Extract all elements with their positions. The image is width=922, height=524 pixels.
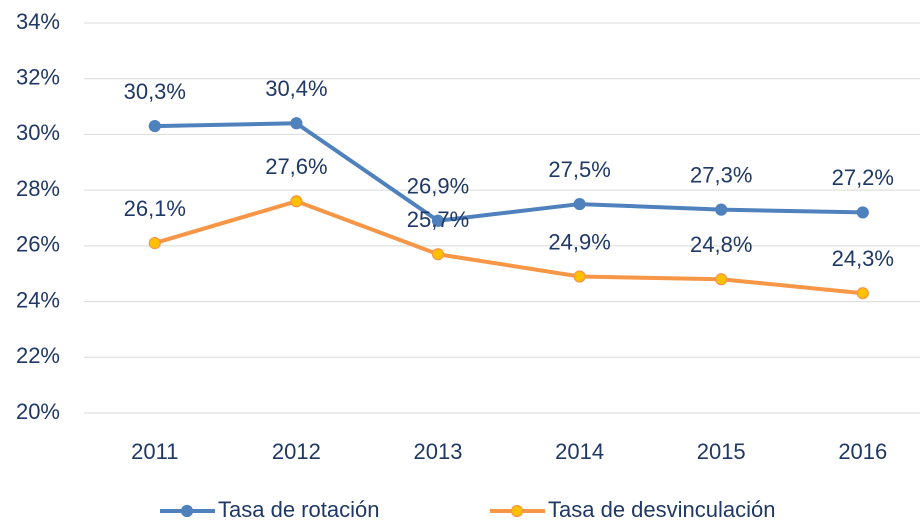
- data-label: 27,3%: [690, 162, 752, 187]
- y-tick-label: 32%: [16, 65, 60, 90]
- x-tick-label: 2012: [272, 439, 321, 464]
- x-tick-label: 2015: [697, 439, 746, 464]
- marker: [148, 119, 161, 133]
- marker: [715, 273, 728, 286]
- data-label: 25,7%: [407, 207, 469, 232]
- marker: [856, 206, 869, 219]
- x-tick-label: 2013: [414, 439, 463, 464]
- data-label: 24,8%: [690, 232, 752, 257]
- y-tick-label: 20%: [16, 399, 60, 424]
- y-tick-label: 34%: [16, 9, 60, 34]
- data-label: 24,9%: [548, 229, 610, 254]
- series-line: [154, 199, 863, 296]
- data-label: 26,1%: [124, 196, 186, 221]
- marker: [431, 214, 445, 227]
- data-label: 27,5%: [548, 157, 610, 182]
- x-tick-label: 2011: [131, 439, 178, 464]
- y-tick-label: 30%: [16, 120, 60, 145]
- marker: [290, 195, 303, 208]
- marker: [573, 197, 586, 211]
- series-line: [154, 121, 863, 223]
- data-label: 30,4%: [265, 76, 327, 101]
- legend-label: Tasa de desvinculación: [548, 497, 775, 522]
- y-tick-label: 24%: [16, 287, 60, 312]
- data-label: 24,3%: [832, 246, 894, 271]
- data-label: 27,2%: [832, 165, 894, 190]
- y-tick-label: 22%: [16, 343, 60, 368]
- y-tick-label: 28%: [16, 176, 60, 201]
- x-tick-label: 2016: [838, 439, 887, 464]
- legend-marker: [180, 504, 194, 518]
- y-tick-label: 26%: [16, 232, 60, 257]
- legend-label: Tasa de rotación: [218, 497, 379, 522]
- marker: [573, 270, 586, 283]
- marker: [431, 248, 445, 261]
- data-label: 30,3%: [124, 79, 186, 104]
- legend-marker: [510, 504, 524, 518]
- marker: [148, 236, 161, 250]
- data-label: 27,6%: [265, 154, 327, 179]
- marker: [715, 203, 728, 216]
- data-label: 26,9%: [407, 174, 469, 199]
- marker: [290, 117, 303, 130]
- marker: [856, 287, 869, 300]
- x-tick-label: 2014: [555, 439, 604, 464]
